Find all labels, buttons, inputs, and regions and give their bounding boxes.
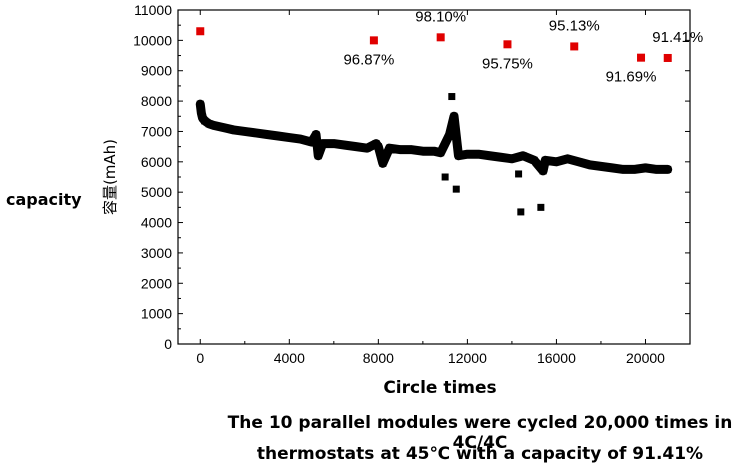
side-capacity-label: capacity <box>6 190 82 209</box>
y-tick-label: 10000 <box>133 32 172 48</box>
capacity-trend-band <box>200 104 667 171</box>
y-tick-label: 11000 <box>134 2 172 18</box>
y-tick-label: 2000 <box>141 275 172 291</box>
capacity-point <box>448 93 455 100</box>
y-axis-title: 容量(mAh) <box>101 139 119 215</box>
retention-point <box>196 27 204 35</box>
retention-point <box>503 40 511 48</box>
capacity-point <box>453 186 460 193</box>
y-tick-label: 4000 <box>141 215 172 231</box>
capacity-point <box>515 170 522 177</box>
capacity-point <box>537 204 544 211</box>
capacity-point <box>517 208 524 215</box>
retention-label: 95.75% <box>482 55 533 72</box>
retention-point <box>437 33 445 41</box>
x-tick-label: 8000 <box>363 350 394 366</box>
retention-label: 96.87% <box>343 51 394 68</box>
y-tick-label: 0 <box>164 336 172 352</box>
retention-point <box>637 54 645 62</box>
retention-point <box>664 54 672 62</box>
x-tick-label: 12000 <box>448 350 487 366</box>
x-tick-label: 0 <box>196 350 204 366</box>
x-tick-label: 4000 <box>274 350 305 366</box>
retention-point <box>570 42 578 50</box>
retention-label: 91.41% <box>652 29 703 46</box>
x-axis-title: Circle times <box>0 378 750 398</box>
retention-label: 98.10% <box>415 8 466 25</box>
y-tick-label: 3000 <box>141 245 172 261</box>
capacity-point <box>442 174 449 181</box>
x-tick-label: 20000 <box>626 350 665 366</box>
retention-point <box>370 36 378 44</box>
y-tick-label: 6000 <box>141 154 172 170</box>
y-tick-label: 5000 <box>141 184 172 200</box>
retention-label: 95.13% <box>549 17 600 34</box>
y-tick-label: 7000 <box>141 123 172 139</box>
caption-line-2: thermostats at 45℃ with a capacity of 91… <box>200 444 750 464</box>
y-tick-label: 8000 <box>141 93 172 109</box>
x-tick-label: 16000 <box>537 350 576 366</box>
plot-frame <box>178 10 690 344</box>
y-tick-label: 1000 <box>141 306 172 322</box>
retention-label: 91.69% <box>606 69 657 86</box>
y-tick-label: 9000 <box>141 63 172 79</box>
